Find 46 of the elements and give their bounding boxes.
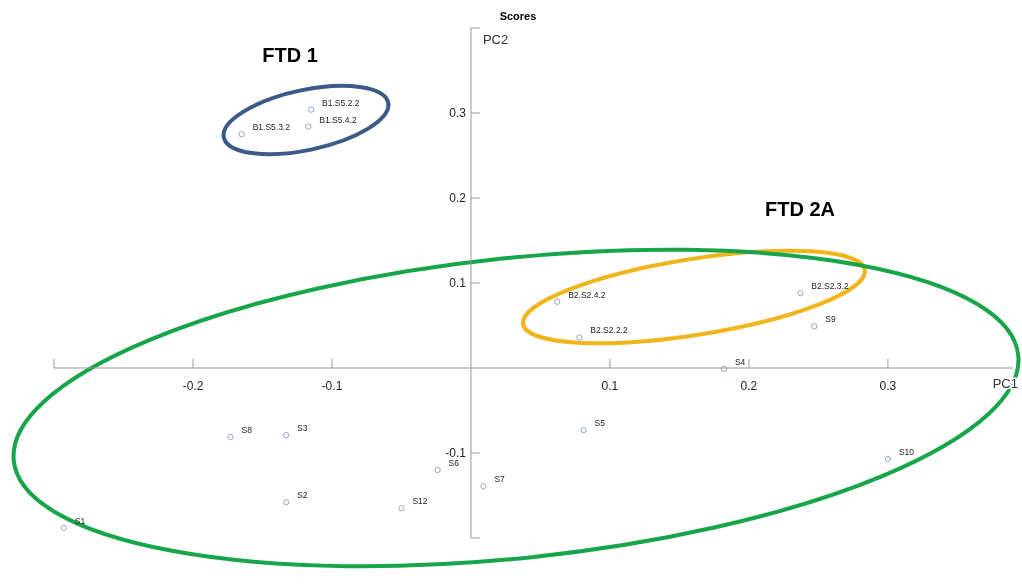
point bbox=[305, 123, 312, 130]
annotation: S10 bbox=[898, 446, 915, 457]
point bbox=[398, 505, 405, 512]
point bbox=[811, 323, 818, 330]
annotation: B1.S5.4.2 bbox=[319, 114, 357, 125]
point bbox=[797, 290, 804, 297]
annotation: S5 bbox=[594, 418, 606, 429]
x-tick-label: -0.1 bbox=[321, 379, 343, 393]
annotation: FTD 2A bbox=[765, 198, 835, 220]
x-tick-label: 0.1 bbox=[601, 379, 619, 393]
y-axis-title: PC2 bbox=[482, 32, 509, 47]
x-tick-label: 0.2 bbox=[740, 379, 758, 393]
y-tick-label: 0.2 bbox=[449, 191, 467, 205]
point bbox=[553, 298, 561, 305]
annotation: S2 bbox=[297, 490, 308, 501]
point bbox=[60, 524, 67, 531]
point bbox=[282, 499, 290, 506]
chart-title: Scores bbox=[499, 10, 537, 22]
annotation: B2.S2.2.2 bbox=[590, 325, 628, 336]
annotation: S4 bbox=[734, 356, 746, 367]
point bbox=[307, 106, 315, 113]
point bbox=[576, 334, 583, 341]
annotation: B1.S5.2.2 bbox=[322, 97, 360, 108]
point bbox=[884, 455, 892, 463]
point bbox=[282, 432, 290, 439]
x-tick-label: 0.3 bbox=[879, 379, 897, 393]
point bbox=[580, 426, 587, 434]
point bbox=[480, 483, 487, 490]
point bbox=[434, 466, 441, 474]
annotation: S7 bbox=[494, 474, 506, 485]
annotation: S8 bbox=[241, 424, 253, 435]
annotation: FTD 1 bbox=[262, 44, 318, 66]
annotation: S12 bbox=[412, 496, 428, 507]
point bbox=[720, 365, 728, 372]
y-tick-label: -0.1 bbox=[445, 446, 467, 460]
y-tick-label: 0.3 bbox=[449, 106, 467, 120]
annotation: S9 bbox=[825, 314, 836, 325]
y-tick-label: 0.1 bbox=[449, 276, 467, 290]
annotation: S6 bbox=[448, 458, 460, 468]
annotation: B1.S5.3.2 bbox=[252, 122, 291, 133]
point bbox=[238, 131, 245, 138]
x-tick-label: -0.2 bbox=[182, 379, 204, 393]
annotation: B2.S2.4.2 bbox=[568, 289, 606, 300]
annotation: B2.S2.3.2 bbox=[811, 281, 849, 292]
annotation: S3 bbox=[297, 423, 308, 434]
point bbox=[227, 433, 234, 440]
